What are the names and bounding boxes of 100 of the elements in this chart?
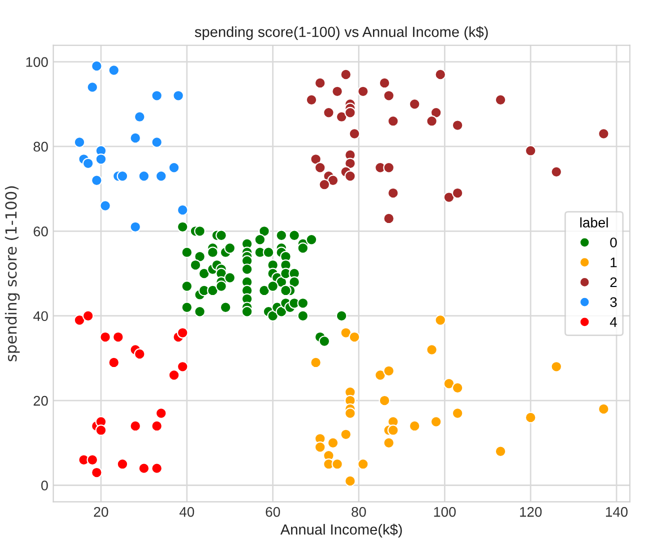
point	[327, 437, 339, 449]
point	[314, 162, 326, 174]
point	[100, 200, 111, 212]
point	[426, 344, 438, 356]
point	[82, 158, 94, 170]
point	[74, 136, 86, 148]
point	[494, 94, 506, 106]
legend-label: 3	[610, 297, 617, 308]
point	[550, 360, 562, 372]
point	[74, 314, 86, 326]
point	[332, 458, 343, 470]
point	[452, 382, 464, 394]
legend-title: label	[580, 217, 608, 228]
point	[138, 170, 150, 182]
x-tick-label: 80	[352, 506, 366, 517]
point	[314, 77, 326, 89]
point	[357, 458, 369, 470]
point	[408, 420, 420, 432]
point	[168, 369, 180, 381]
point	[138, 462, 150, 474]
point	[357, 86, 369, 98]
point	[344, 475, 356, 487]
legend-label: 1	[610, 258, 617, 268]
point	[82, 310, 94, 322]
point	[344, 106, 356, 118]
point	[340, 428, 352, 440]
point	[344, 158, 356, 170]
point	[116, 170, 128, 182]
point	[100, 331, 111, 343]
x-tick-label: 60	[266, 506, 280, 517]
point	[344, 408, 356, 419]
point	[151, 462, 163, 474]
point	[176, 327, 188, 339]
point	[348, 331, 360, 343]
point	[494, 446, 506, 458]
point	[108, 356, 120, 368]
point	[348, 128, 360, 140]
point	[306, 94, 318, 106]
point	[318, 178, 330, 190]
point	[130, 420, 142, 432]
point	[116, 458, 128, 470]
point	[134, 111, 146, 123]
point	[383, 90, 395, 102]
point	[95, 424, 107, 436]
point	[598, 403, 610, 415]
point	[332, 86, 343, 98]
point	[90, 174, 102, 186]
point	[434, 68, 446, 80]
point	[168, 162, 180, 174]
point	[387, 424, 399, 436]
y-tick-label: 80	[34, 142, 48, 152]
x-tick-label: 40	[180, 506, 194, 517]
point	[134, 348, 146, 360]
point	[310, 153, 322, 165]
point	[452, 187, 464, 199]
point	[130, 221, 142, 233]
point	[443, 378, 455, 390]
point	[130, 132, 142, 144]
point	[383, 212, 395, 224]
point	[176, 204, 188, 216]
point	[90, 466, 102, 478]
point	[524, 145, 536, 156]
point	[151, 136, 163, 148]
point	[176, 360, 188, 372]
point	[524, 412, 536, 424]
point	[452, 408, 464, 419]
point	[443, 192, 455, 203]
x-tick-label: 100	[434, 506, 456, 517]
point	[430, 416, 442, 428]
point	[378, 394, 390, 406]
point	[336, 111, 348, 123]
y-tick-label: 0	[41, 480, 48, 490]
point	[327, 174, 339, 186]
point	[151, 420, 163, 432]
point	[155, 170, 167, 182]
point	[408, 98, 420, 110]
point	[387, 187, 399, 199]
point	[151, 90, 163, 102]
y-axis-title: spending score (1-100)	[4, 186, 20, 362]
point	[155, 408, 167, 419]
x-tick-label: 120	[520, 506, 542, 517]
point	[340, 327, 352, 339]
point	[383, 162, 395, 174]
point	[430, 106, 442, 118]
point	[95, 153, 107, 165]
point	[344, 170, 356, 182]
point	[108, 64, 120, 76]
x-tick-label: 20	[94, 506, 108, 517]
point	[112, 331, 124, 343]
point	[314, 441, 326, 453]
point	[387, 115, 399, 127]
point	[383, 365, 395, 377]
point	[598, 128, 610, 140]
point	[374, 369, 386, 381]
point	[310, 356, 322, 368]
point	[172, 90, 184, 102]
point	[383, 437, 395, 449]
point	[86, 454, 98, 466]
legend-label: 4	[610, 317, 617, 327]
y-tick-label: 20	[34, 396, 48, 406]
